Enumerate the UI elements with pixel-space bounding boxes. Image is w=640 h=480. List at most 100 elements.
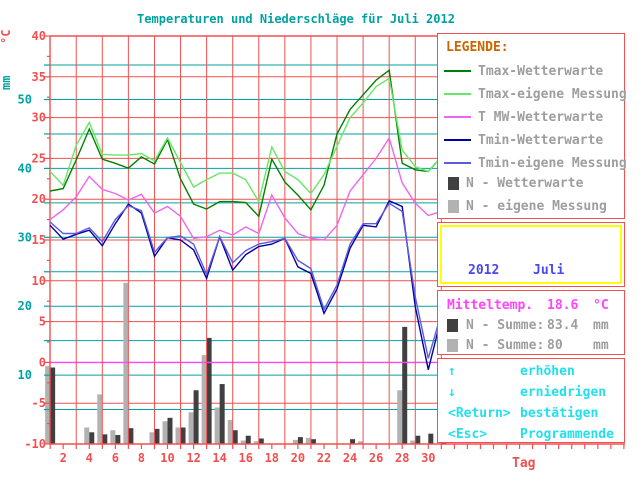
precip-sum-row-wetterwarte: N - Summe: 83.4 mm	[447, 318, 619, 333]
legend-line-swatch	[444, 162, 471, 164]
precip-bar-eigene-day-21	[305, 437, 311, 444]
keyboard-help-panel: ↑ erhöhen ↓ erniedrigen <Return> bestätigen <E…	[437, 358, 625, 443]
precip-bar-wetterwarte-day-9	[154, 428, 160, 444]
precip-bar-wetterwarte-day-30	[428, 433, 434, 444]
legend-panel: LEGENDE: Tmax-Wetterwarte Tmax-eigene Mes…	[437, 33, 627, 219]
help-action: Programmende	[520, 427, 614, 442]
precip-bar-wetterwarte-day-6	[115, 435, 121, 444]
precip-sum-value: 80	[547, 338, 563, 353]
temp-tick-label: -5	[32, 396, 46, 410]
precip-bar-eigene-day-14	[214, 407, 220, 444]
precip-bar-wetterwarte-day-11	[180, 427, 186, 444]
day-tick-label: 22	[317, 451, 331, 465]
year-value[interactable]: 2012	[468, 263, 500, 278]
day-tick-label: 12	[186, 451, 200, 465]
month-value[interactable]: Juli	[533, 263, 565, 278]
precip-bar-eigene-day-15	[227, 419, 233, 444]
legend-item-label: N - eigene Messung	[466, 198, 607, 214]
legend-item-t-mw-wetterwarte: T MW-Wetterwarte	[438, 109, 603, 125]
legend-item-label: Tmax-Wetterwarte	[478, 63, 604, 79]
precip-bar-wetterwarte-day-15	[232, 430, 238, 444]
precip-tick-label: 20	[18, 299, 32, 313]
legend-item-tmax-eigene-messung: Tmax-eigene Messung	[438, 86, 627, 102]
precip-sum-value: 83.4	[547, 318, 579, 333]
legend-item-label: N - Wetterwarte	[466, 175, 584, 191]
help-key: <Esc>	[448, 427, 488, 442]
precip-axis-unit: mm	[0, 76, 13, 90]
temp-tick-label: 5	[39, 315, 46, 329]
legend-item-label: T MW-Wetterwarte	[478, 109, 604, 125]
day-tick-label: 8	[138, 451, 145, 465]
temp-tick-label: -10	[24, 437, 46, 451]
precip-bar-wetterwarte-day-28	[402, 326, 408, 444]
precip-bar-eigene-day-13	[201, 355, 207, 444]
series-tmax-wetterwarte	[49, 69, 442, 218]
temp-tick-label: 30	[32, 111, 46, 125]
day-tick-label: 2	[60, 451, 67, 465]
legend-item-n-eigene-messung: N - eigene Messung	[438, 198, 607, 214]
precip-bar-eigene-day-25	[358, 441, 364, 444]
precip-sum-unit: mm	[593, 318, 609, 333]
legend-line-swatch	[444, 70, 471, 72]
month-selector-highlight-box: 2012 Juli	[440, 225, 622, 284]
month-selector-panel[interactable]: 2012 Juli	[437, 222, 625, 287]
legend-line-swatch	[444, 139, 471, 141]
temp-axis-unit: °C	[0, 30, 13, 44]
help-row-erniedrigen: ↓ erniedrigen	[448, 385, 620, 400]
precip-sum-label: N - Summe:	[466, 338, 545, 353]
precip-bar-eigene-day-7	[123, 282, 129, 444]
precip-sum-swatch	[447, 339, 458, 352]
statistics-panel: Mitteltemp. 18.6 °C N - Summe: 83.4 mm N - …	[437, 290, 625, 355]
precip-bar-eigene-day-10	[162, 421, 168, 444]
precip-bar-wetterwarte-day-21	[310, 439, 316, 444]
mean-temperature-unit: °C	[593, 298, 609, 313]
help-row-erh-hen: ↑ erhöhen	[448, 364, 620, 379]
precip-bar-eigene-day-17	[253, 441, 259, 444]
precip-bar-wetterwarte-day-17	[258, 438, 264, 444]
day-tick-label: 16	[239, 451, 253, 465]
precip-bar-wetterwarte-day-14	[219, 384, 225, 444]
mean-temperature-value: 18.6	[547, 298, 579, 313]
precip-bar-wetterwarte-day-10	[167, 417, 173, 444]
temp-tick-label: 20	[32, 192, 46, 206]
mean-temperature-label: Mitteltemp.	[447, 298, 534, 313]
precip-bar-wetterwarte-day-7	[128, 428, 134, 444]
precip-bar-wetterwarte-day-24	[350, 439, 356, 444]
day-tick-label: 18	[265, 451, 279, 465]
legend-item-label: Tmin-eigene Messung	[478, 155, 627, 171]
temp-tick-label: 15	[32, 233, 46, 247]
precip-tick-label: 40	[18, 161, 32, 175]
help-action: erhöhen	[520, 364, 575, 379]
legend-item-tmin-eigene-messung: Tmin-eigene Messung	[438, 155, 627, 171]
temp-tick-label: 10	[32, 274, 46, 288]
precip-bar-wetterwarte-day-16	[245, 435, 251, 444]
precip-sum-swatch	[447, 319, 458, 332]
day-tick-label: 10	[160, 451, 174, 465]
page-title: Temperaturen und Niederschläge für Juli …	[137, 12, 455, 26]
day-tick-label: 26	[369, 451, 383, 465]
precip-bar-wetterwarte-day-1	[50, 367, 56, 444]
temp-tick-label: 25	[32, 151, 46, 165]
day-tick-label: 28	[395, 451, 409, 465]
precip-bar-eigene-day-1	[45, 366, 51, 444]
legend-item-tmax-wetterwarte: Tmax-Wetterwarte	[438, 63, 603, 79]
day-tick-label: 24	[343, 451, 357, 465]
legend-line-swatch	[444, 93, 471, 95]
precip-bar-eigene-day-16	[240, 440, 246, 444]
legend-item-n-wetterwarte: N - Wetterwarte	[438, 175, 583, 191]
precip-bar-wetterwarte-day-12	[193, 390, 199, 444]
help-action: bestätigen	[520, 406, 599, 421]
series-tmax-eigene-messung	[49, 77, 442, 204]
precip-bar-eigene-day-9	[149, 432, 155, 444]
precip-bar-wetterwarte-day-13	[206, 337, 212, 444]
legend-item-label: Tmin-Wetterwarte	[478, 132, 604, 148]
precip-tick-label: 50	[18, 93, 32, 107]
precip-bar-wetterwarte-day-29	[415, 435, 421, 444]
day-tick-label: 6	[112, 451, 119, 465]
precip-bar-eigene-day-12	[188, 412, 194, 444]
precip-bar-wetterwarte-day-5	[102, 434, 108, 444]
precip-tick-label: 30	[18, 230, 32, 244]
precip-tick-label: 10	[18, 368, 32, 382]
precip-bar-wetterwarte-day-4	[89, 432, 95, 444]
